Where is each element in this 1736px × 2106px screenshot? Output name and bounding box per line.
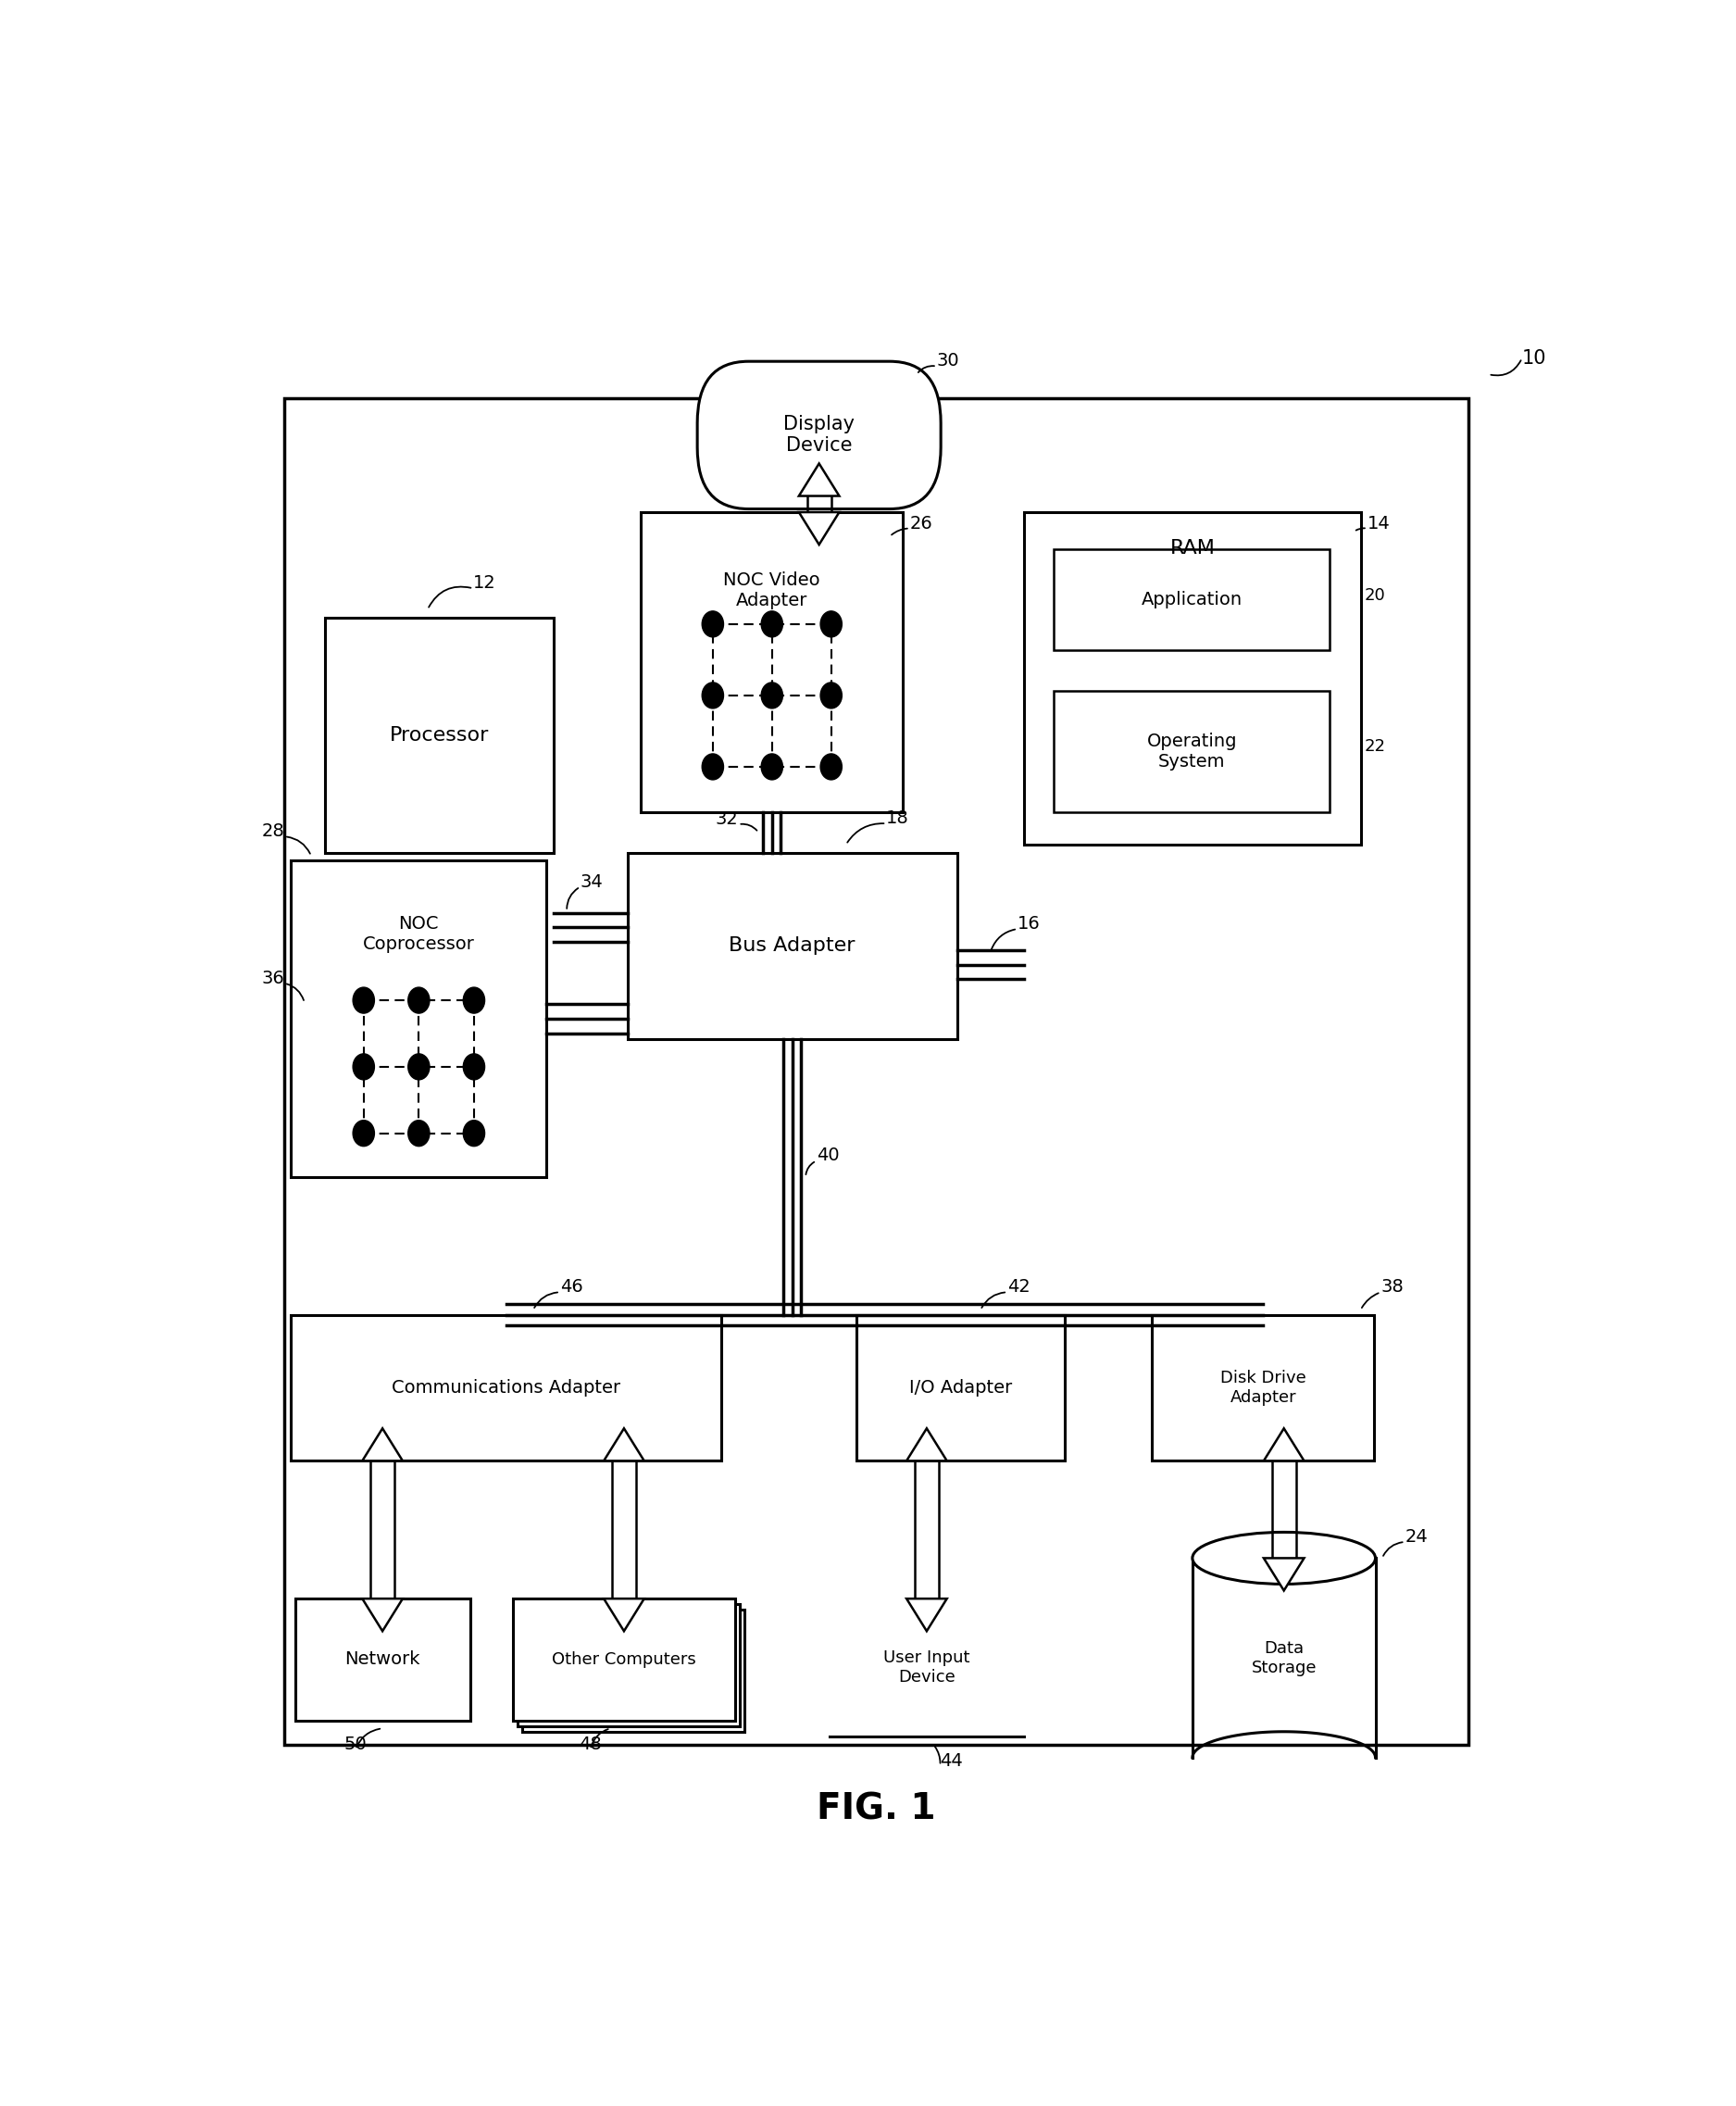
Circle shape — [821, 682, 842, 708]
Bar — [325, 617, 554, 853]
Polygon shape — [906, 1598, 946, 1630]
Polygon shape — [906, 1428, 946, 1462]
Text: 38: 38 — [1380, 1278, 1404, 1295]
Text: RAM: RAM — [1170, 539, 1215, 558]
Text: 42: 42 — [1007, 1278, 1031, 1295]
Text: 18: 18 — [887, 809, 910, 828]
Bar — [514, 1598, 734, 1721]
Text: 10: 10 — [1522, 350, 1547, 366]
Circle shape — [408, 988, 429, 1013]
Polygon shape — [799, 463, 838, 495]
Circle shape — [352, 1053, 375, 1080]
Text: Other Computers: Other Computers — [552, 1651, 696, 1668]
Polygon shape — [604, 1428, 644, 1462]
Text: 44: 44 — [941, 1752, 963, 1769]
Text: 50: 50 — [344, 1735, 366, 1752]
Circle shape — [701, 754, 724, 779]
Text: Operating
System: Operating System — [1146, 733, 1236, 771]
Circle shape — [701, 682, 724, 708]
Circle shape — [701, 611, 724, 636]
Bar — [285, 398, 1469, 1744]
Text: 32: 32 — [715, 811, 738, 828]
Text: 28: 28 — [262, 823, 285, 840]
Bar — [292, 1314, 722, 1462]
Polygon shape — [363, 1428, 403, 1462]
Circle shape — [464, 988, 484, 1013]
Text: 12: 12 — [474, 575, 496, 592]
Text: Data
Storage: Data Storage — [1252, 1641, 1316, 1676]
Text: 40: 40 — [816, 1148, 838, 1165]
Circle shape — [408, 1120, 429, 1146]
Circle shape — [760, 682, 783, 708]
Text: 34: 34 — [580, 872, 602, 891]
Text: Bus Adapter: Bus Adapter — [729, 937, 856, 956]
Bar — [523, 1609, 745, 1731]
Text: Application: Application — [1141, 592, 1243, 609]
Polygon shape — [1264, 1428, 1304, 1462]
Text: 20: 20 — [1364, 588, 1385, 604]
Circle shape — [760, 611, 783, 636]
Text: Network: Network — [345, 1651, 420, 1668]
Text: 46: 46 — [561, 1278, 583, 1295]
Text: 36: 36 — [262, 969, 285, 988]
Circle shape — [464, 1120, 484, 1146]
Text: 24: 24 — [1404, 1529, 1429, 1546]
Text: Display
Device: Display Device — [783, 415, 854, 455]
Bar — [627, 853, 957, 1038]
Text: 48: 48 — [578, 1735, 602, 1752]
Bar — [517, 1605, 740, 1727]
Text: 16: 16 — [1017, 914, 1040, 933]
Text: User Input
Device: User Input Device — [884, 1649, 970, 1685]
Text: I/O Adapter: I/O Adapter — [910, 1379, 1012, 1396]
Polygon shape — [604, 1598, 644, 1630]
Circle shape — [821, 754, 842, 779]
Text: FIG. 1: FIG. 1 — [816, 1792, 936, 1828]
Bar — [1054, 691, 1330, 813]
Ellipse shape — [1193, 1533, 1375, 1584]
Bar — [1054, 550, 1330, 651]
Polygon shape — [1264, 1558, 1304, 1590]
Text: NOC
Coprocessor: NOC Coprocessor — [363, 914, 474, 952]
Circle shape — [408, 1053, 429, 1080]
Polygon shape — [799, 512, 838, 545]
Text: 22: 22 — [1364, 739, 1385, 756]
Polygon shape — [363, 1598, 403, 1630]
Text: Communications Adapter: Communications Adapter — [392, 1379, 621, 1396]
Bar — [292, 861, 547, 1177]
Bar — [641, 512, 903, 813]
Text: Processor: Processor — [389, 727, 490, 743]
Bar — [1153, 1314, 1375, 1462]
Text: 14: 14 — [1368, 514, 1391, 533]
Circle shape — [760, 754, 783, 779]
Bar — [295, 1598, 470, 1721]
Circle shape — [464, 1053, 484, 1080]
Text: 30: 30 — [937, 352, 960, 371]
Circle shape — [821, 611, 842, 636]
Text: 26: 26 — [910, 514, 932, 533]
Bar — [856, 1314, 1064, 1462]
Text: Disk Drive
Adapter: Disk Drive Adapter — [1220, 1369, 1305, 1407]
Circle shape — [352, 988, 375, 1013]
FancyBboxPatch shape — [698, 362, 941, 510]
Circle shape — [352, 1120, 375, 1146]
Text: NOC Video
Adapter: NOC Video Adapter — [724, 571, 821, 609]
Bar — [1024, 512, 1361, 845]
